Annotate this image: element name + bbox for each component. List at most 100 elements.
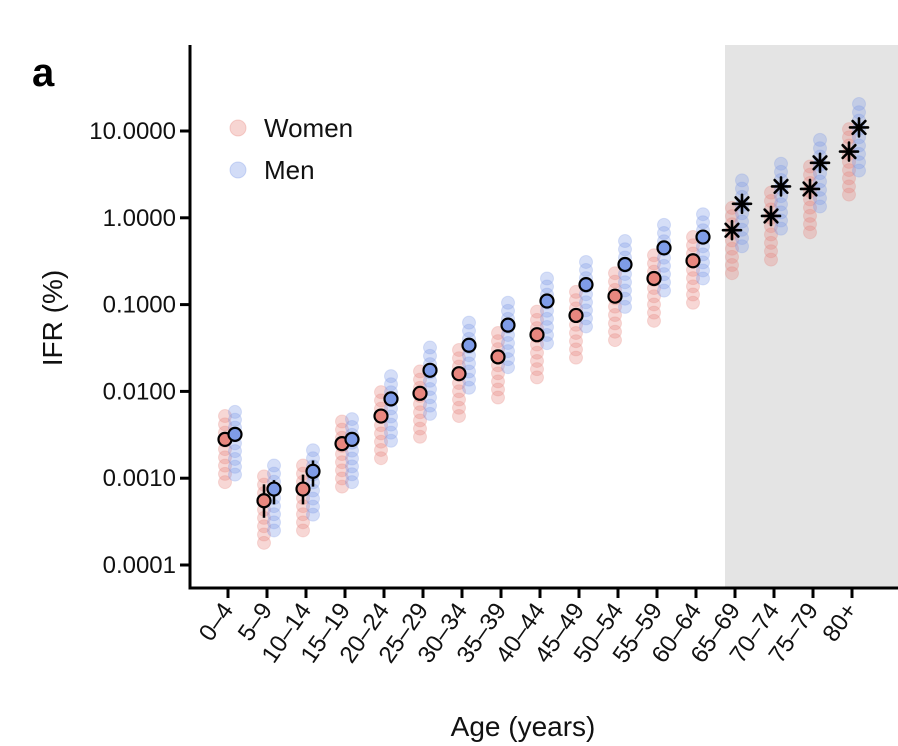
range-dot	[345, 451, 359, 466]
range-dot	[774, 156, 788, 171]
range-dot	[530, 370, 544, 385]
range-dot	[540, 311, 554, 326]
range-dot	[228, 459, 242, 474]
range-dot	[530, 345, 544, 360]
legend-men-label: Men	[264, 155, 315, 185]
range-dot	[696, 215, 710, 230]
range-dot	[501, 336, 515, 351]
estimate-asterisk	[770, 176, 792, 197]
range-dot	[345, 467, 359, 482]
range-dot	[579, 319, 593, 334]
range-dot	[257, 519, 271, 534]
range-dot	[306, 443, 320, 458]
estimate-point	[685, 253, 701, 269]
range-dot	[608, 274, 622, 289]
range-dot	[735, 231, 749, 246]
estimate-asterisk	[721, 219, 743, 241]
y-tick-label: 0.0001	[103, 552, 176, 579]
estimate-point	[500, 317, 516, 333]
range-dot	[657, 226, 671, 241]
range-dot	[452, 384, 466, 399]
range-dot	[647, 297, 661, 312]
range-dot	[813, 174, 827, 189]
range-dot	[345, 459, 359, 474]
range-dot	[306, 491, 320, 506]
estimate-asterisk	[799, 178, 821, 200]
range-dot	[228, 404, 242, 419]
estimate-point	[568, 307, 584, 324]
estimate-point	[490, 349, 506, 365]
range-dot	[696, 271, 710, 286]
estimate-point	[656, 240, 672, 256]
range-dot	[257, 469, 271, 484]
range-dot	[374, 426, 388, 441]
range-dot	[813, 132, 827, 147]
range-dot	[618, 299, 632, 314]
range-dot	[413, 413, 427, 428]
range-dot	[491, 390, 505, 405]
range-dot	[267, 523, 281, 538]
range-dot	[608, 316, 622, 331]
range-dot	[491, 374, 505, 389]
range-dot	[491, 382, 505, 397]
shaded-region	[725, 45, 898, 588]
estimate-point	[695, 229, 711, 245]
range-dot	[579, 263, 593, 278]
range-dot	[218, 458, 232, 473]
estimate-point	[529, 327, 545, 343]
estimate-asterisk	[760, 205, 782, 227]
range-dot	[608, 333, 622, 348]
range-dot	[569, 342, 583, 357]
range-dot	[530, 353, 544, 368]
range-dot	[569, 350, 583, 365]
range-dot	[267, 515, 281, 530]
range-dot	[423, 348, 437, 363]
range-dot	[296, 515, 310, 530]
range-dot	[569, 284, 583, 299]
range-dot	[452, 392, 466, 407]
estimate-point	[295, 481, 311, 497]
range-dot	[413, 429, 427, 444]
range-dot	[540, 271, 554, 286]
range-dot	[374, 434, 388, 449]
range-dot	[491, 366, 505, 381]
range-dot	[647, 313, 661, 328]
range-dot	[384, 417, 398, 432]
range-dot	[462, 315, 476, 330]
x-axis-ticks: 0–45–910–1415–1920–2425–2930–3435–3940–4…	[194, 588, 863, 668]
estimate-point	[617, 256, 633, 273]
range-dot	[540, 279, 554, 294]
range-dot	[569, 293, 583, 308]
estimate-point	[266, 481, 282, 497]
range-dot	[686, 287, 700, 302]
y-tick-label: 10.0000	[89, 118, 176, 145]
range-dot	[384, 377, 398, 392]
range-dot	[228, 467, 242, 482]
range-dot	[501, 303, 515, 318]
range-dot	[530, 304, 544, 319]
range-dot	[423, 406, 437, 421]
range-dot	[462, 323, 476, 338]
range-dot	[686, 271, 700, 286]
range-dot	[462, 356, 476, 371]
range-dot	[842, 163, 856, 178]
range-dot	[852, 96, 866, 111]
range-dot	[267, 507, 281, 522]
range-dot	[462, 380, 476, 395]
range-dot	[696, 263, 710, 278]
estimate-point	[305, 463, 321, 479]
range-dot	[413, 421, 427, 436]
estimate-point	[344, 431, 360, 447]
estimate-point	[646, 270, 662, 287]
range-dot	[608, 308, 622, 323]
range-dot	[696, 207, 710, 222]
range-dot	[764, 244, 778, 259]
range-dot	[735, 239, 749, 254]
estimate-point	[256, 493, 272, 509]
range-dot	[384, 433, 398, 448]
estimate-point	[578, 276, 594, 293]
range-dot	[686, 279, 700, 294]
range-dot	[257, 527, 271, 542]
estimate-point	[412, 385, 428, 401]
range-dot	[608, 266, 622, 281]
